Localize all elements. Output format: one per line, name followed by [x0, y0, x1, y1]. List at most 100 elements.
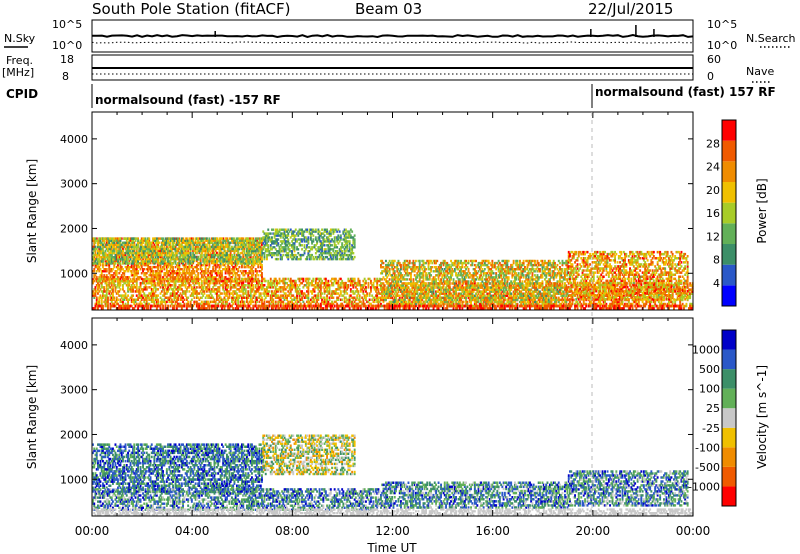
scatter-cell: [176, 252, 178, 255]
scatter-cell: [368, 282, 370, 285]
scatter-cell: [245, 284, 247, 287]
scatter-cell: [153, 250, 155, 253]
scatter-cell: [357, 290, 359, 293]
scatter-cell: [148, 237, 150, 240]
scatter-cell: [234, 268, 236, 270]
scatter-cell: [197, 268, 199, 270]
scatter-cell: [229, 266, 231, 268]
scatter-cell: [138, 258, 140, 261]
scatter-cell: [301, 248, 303, 250]
scatter-cell: [235, 274, 237, 276]
scatter-cell: [325, 248, 327, 250]
scatter-cell: [331, 244, 333, 246]
scatter-cell: [127, 258, 129, 261]
scatter-cell: [157, 299, 159, 302]
nsearch-label: N.Search: [746, 32, 796, 45]
scatter-cell: [247, 290, 249, 293]
scatter-cell: [239, 274, 241, 276]
scatter-cell: [275, 301, 277, 304]
scatter-cell: [321, 229, 323, 231]
scatter-cell: [261, 264, 263, 266]
scatter-cell: [208, 237, 210, 240]
scatter-cell: [341, 250, 343, 252]
scatter-cell: [312, 238, 314, 240]
scatter-cell: [143, 268, 145, 270]
scatter-cell: [196, 248, 198, 251]
scatter-cell: [240, 252, 242, 255]
scatter-cell: [216, 274, 218, 276]
scatter-cell: [267, 229, 269, 231]
scatter-cell: [307, 236, 309, 238]
scatter-cell: [171, 280, 173, 283]
scatter-cell: [216, 237, 218, 240]
scatter-cell: [227, 284, 229, 287]
scatter-cell: [216, 260, 218, 263]
scatter-cell: [175, 237, 177, 240]
scatter-cell: [221, 254, 223, 257]
scatter-cell: [235, 256, 237, 259]
scatter-cell: [152, 270, 154, 272]
scatter-cell: [197, 278, 199, 281]
scatter-cell: [155, 282, 157, 285]
scatter-cell: [112, 268, 114, 270]
scatter-cell: [120, 288, 122, 291]
scatter-cell: [117, 256, 119, 259]
scatter-cell: [256, 270, 258, 272]
nsky-tick-top: 10^5: [52, 18, 82, 31]
scatter-cell: [176, 258, 178, 261]
nsky-label: N.Sky: [4, 32, 36, 45]
scatter-cell: [186, 278, 188, 281]
scatter-cell: [215, 268, 217, 270]
scatter-cell: [272, 229, 274, 231]
scatter-cell: [232, 274, 234, 276]
scatter-cell: [340, 234, 342, 236]
scatter-cell: [157, 294, 159, 297]
scatter-cell: [153, 278, 155, 281]
scatter-cell: [324, 244, 326, 246]
scatter-cell: [349, 240, 351, 242]
scatter-cell: [254, 278, 256, 281]
scatter-cell: [359, 294, 361, 297]
scatter-cell: [332, 297, 334, 300]
date-title: 22/Jul/2015: [588, 0, 673, 18]
scatter-cell: [324, 234, 326, 236]
scatter-cell: [207, 268, 209, 270]
scatter-cell: [191, 299, 193, 302]
scatter-cell: [224, 278, 226, 281]
scatter-cell: [265, 280, 267, 283]
scatter-cell: [206, 244, 208, 247]
scatter-cell: [261, 272, 263, 274]
scatter-cell: [170, 248, 172, 251]
scatter-cell: [157, 240, 159, 243]
scatter-cell: [115, 254, 117, 257]
scatter-cell: [157, 288, 159, 291]
scatter-cell: [192, 237, 194, 239]
scatter-cell: [193, 244, 195, 247]
scatter-cell: [107, 297, 109, 300]
freq-tick-top: 18: [60, 53, 74, 66]
scatter-cell: [277, 238, 279, 240]
scatter-cell: [282, 254, 284, 256]
scatter-cell: [187, 301, 189, 304]
scatter-cell: [261, 268, 263, 270]
nsky-series: [92, 35, 693, 37]
scatter-cell: [271, 236, 273, 238]
scatter-cell: [187, 297, 189, 300]
scatter-cell: [346, 292, 348, 295]
scatter-cell: [93, 268, 95, 270]
scatter-cell: [142, 242, 144, 245]
scatter-cell: [244, 301, 246, 304]
scatter-cell: [221, 274, 223, 276]
scatter-cell: [260, 292, 262, 295]
scatter-cell: [302, 278, 304, 281]
scatter-cell: [295, 280, 297, 283]
scatter-cell: [215, 278, 217, 281]
scatter-cell: [347, 284, 349, 287]
scatter-cell: [354, 256, 356, 258]
scatter-cell: [335, 278, 337, 281]
scatter-cell: [244, 250, 246, 253]
scatter-cell: [231, 278, 233, 281]
scatter-cell: [183, 268, 185, 270]
scatter-cell: [312, 234, 314, 236]
